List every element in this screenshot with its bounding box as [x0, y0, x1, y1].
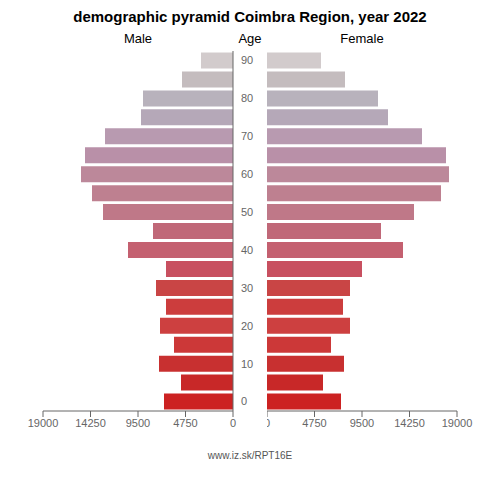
html-text:Age: Age [238, 31, 262, 46]
svg-text:19000: 19000 [28, 417, 59, 429]
svg-text:60: 60 [241, 168, 253, 180]
svg-text:90: 90 [241, 54, 253, 66]
svg-text:9500: 9500 [350, 417, 374, 429]
svg-text:10: 10 [241, 358, 253, 370]
svg-text:20: 20 [241, 320, 253, 332]
html-text:www.iz.sk/RPT16E: www.iz.sk/RPT16E [207, 450, 293, 461]
svg-text:4750: 4750 [173, 417, 197, 429]
svg-text:80: 80 [241, 92, 253, 104]
svg-text:30: 30 [241, 282, 253, 294]
svg-text:0: 0 [230, 417, 236, 429]
svg-text:0: 0 [267, 417, 270, 429]
svg-text:14250: 14250 [394, 417, 425, 429]
svg-text:14250: 14250 [75, 417, 106, 429]
svg-text:40: 40 [241, 244, 253, 256]
html-text:demographic pyramid Coimbra Re: demographic pyramid Coimbra Region, year… [73, 8, 427, 25]
svg-text:0: 0 [241, 395, 247, 407]
html-text:Male: Male [123, 31, 153, 46]
svg-text:9500: 9500 [126, 417, 150, 429]
svg-text:4750: 4750 [302, 417, 326, 429]
html-text:Female: Female [340, 31, 384, 46]
svg-text:19000: 19000 [442, 417, 473, 429]
svg-text:70: 70 [241, 130, 253, 142]
svg-text:50: 50 [241, 206, 253, 218]
